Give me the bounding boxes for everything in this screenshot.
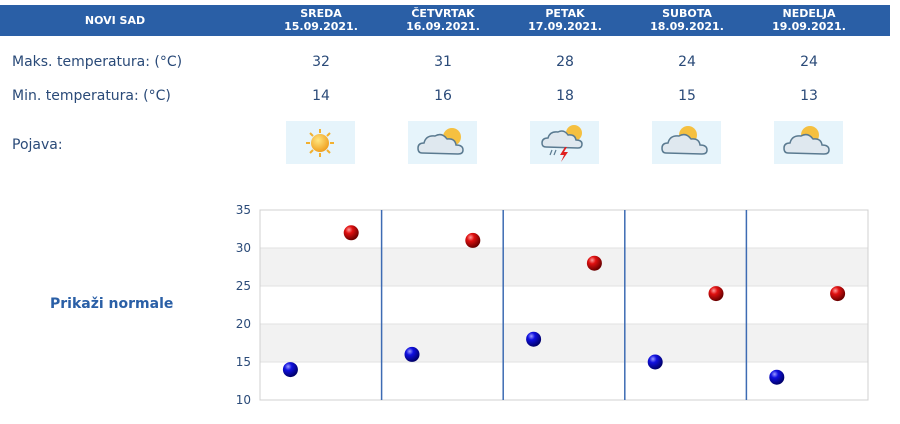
phenomenon-label: Pojava: xyxy=(12,137,63,153)
day-name: SREDA xyxy=(300,7,342,20)
day-name: SUBOTA xyxy=(662,7,712,20)
grid-band xyxy=(260,324,868,362)
partly-cloudy-icon xyxy=(652,121,721,164)
y-tick-label: 25 xyxy=(236,279,251,293)
max-temp-value: 32 xyxy=(312,54,330,70)
min-temp-point xyxy=(769,369,785,385)
day-header: SUBOTA 18.09.2021. xyxy=(626,5,748,36)
day-header: ČETVRTAK 16.09.2021. xyxy=(382,5,504,36)
max-temp-value: 24 xyxy=(800,54,818,70)
min-temp-value: 14 xyxy=(312,88,330,104)
show-normals-link[interactable]: Prikaži normale xyxy=(50,296,174,312)
min-temp-point xyxy=(282,362,298,378)
partly-cloudy-icon xyxy=(774,121,843,164)
min-temp-point xyxy=(526,331,542,347)
max-temp-value: 31 xyxy=(434,54,452,70)
day-header: SREDA 15.09.2021. xyxy=(260,5,382,36)
y-tick-label: 15 xyxy=(236,355,251,369)
day-date: 18.09.2021. xyxy=(650,20,724,33)
forecast-header: NOVI SAD SREDA 15.09.2021. ČETVRTAK 16.0… xyxy=(0,5,890,36)
max-temp-point xyxy=(343,225,359,241)
day-date: 19.09.2021. xyxy=(772,20,846,33)
min-temp-label: Min. temperatura: (°C) xyxy=(12,88,171,104)
day-date: 16.09.2021. xyxy=(406,20,480,33)
min-temp-value: 15 xyxy=(678,88,696,104)
y-tick-label: 35 xyxy=(236,203,251,217)
day-date: 17.09.2021. xyxy=(528,20,602,33)
plot-border xyxy=(259,209,869,401)
temperature-chart: 10 15 20 25 30 35 xyxy=(236,203,869,407)
max-temp-point xyxy=(708,286,724,302)
day-name: ČETVRTAK xyxy=(411,7,475,20)
y-tick-label: 10 xyxy=(236,393,251,407)
min-temp-value: 13 xyxy=(800,88,818,104)
y-tick-label: 20 xyxy=(236,317,251,331)
thunderstorm-icon xyxy=(530,121,599,164)
partly-cloudy-icon xyxy=(408,121,477,164)
sunny-icon xyxy=(286,121,355,164)
grid-band xyxy=(260,248,868,286)
city-name: NOVI SAD xyxy=(84,14,146,27)
max-temp-point xyxy=(586,255,602,271)
max-temp-point xyxy=(465,232,481,248)
day-header: NEDELJA 19.09.2021. xyxy=(748,5,870,36)
day-name: PETAK xyxy=(545,7,585,20)
max-temp-label: Maks. temperatura: (°C) xyxy=(12,54,183,70)
day-date: 15.09.2021. xyxy=(284,20,358,33)
min-temp-point xyxy=(647,354,663,370)
y-tick-label: 30 xyxy=(236,241,251,255)
max-temp-point xyxy=(830,286,846,302)
day-header: PETAK 17.09.2021. xyxy=(504,5,626,36)
min-temp-value: 16 xyxy=(434,88,452,104)
min-temp-value: 18 xyxy=(556,88,574,104)
day-name: NEDELJA xyxy=(782,7,836,20)
max-temp-value: 24 xyxy=(678,54,696,70)
min-temp-point xyxy=(404,346,420,362)
max-temp-value: 28 xyxy=(556,54,574,70)
